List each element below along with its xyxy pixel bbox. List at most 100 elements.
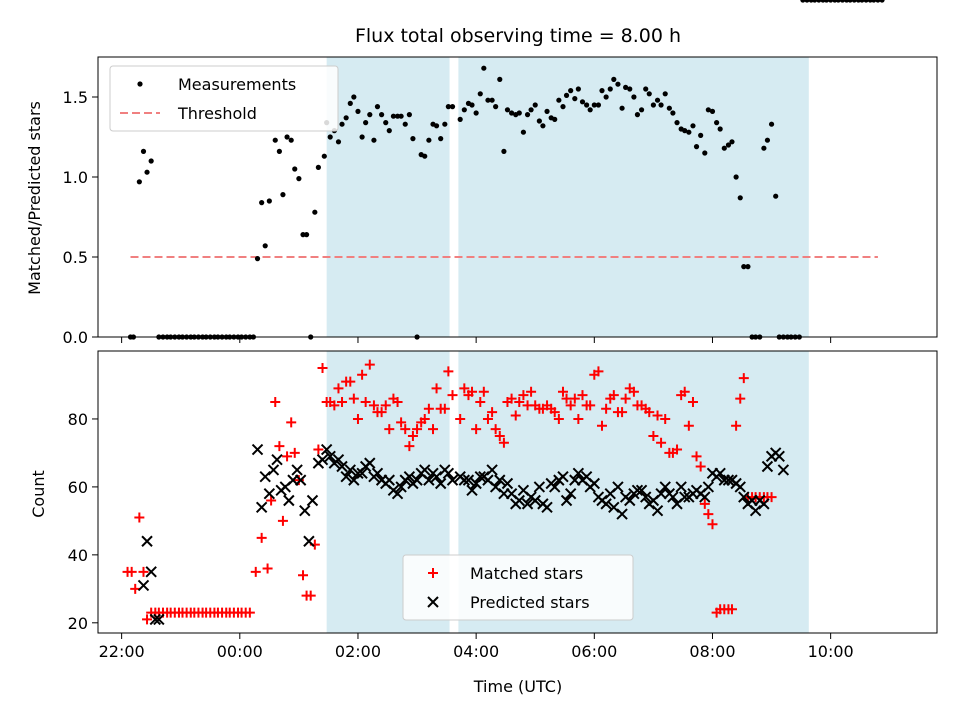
matched-star-point	[368, 400, 379, 411]
matched-star-point	[735, 393, 746, 404]
predicted-star-point	[391, 487, 404, 500]
matched-star-point	[573, 413, 584, 424]
matched-star-point	[266, 495, 277, 506]
matched-star-point	[549, 407, 560, 418]
predicted-star-point	[364, 457, 376, 469]
measurement-point	[457, 116, 463, 122]
measurement-point	[603, 94, 609, 100]
matched-star-point	[400, 424, 411, 435]
measurement-point	[709, 108, 716, 114]
measurement-point	[371, 137, 377, 143]
measurement-point	[871, 0, 877, 3]
measurement-point	[658, 102, 664, 108]
legend-matched-marker	[428, 568, 438, 578]
matched-star-point	[514, 396, 525, 407]
predicted-star-point	[773, 450, 785, 463]
predicted-star-point	[486, 464, 498, 476]
measurement-point	[402, 121, 408, 127]
measurement-point	[690, 123, 696, 129]
predicted-star-point	[529, 494, 541, 507]
measurement-point	[737, 195, 743, 201]
matched-star-point	[142, 614, 153, 625]
predicted-star-point	[667, 491, 679, 503]
measurement-point	[839, 0, 846, 3]
matched-star-point	[687, 396, 698, 407]
top-y-tick-label: 1.0	[63, 168, 88, 187]
measurement-point	[359, 134, 365, 140]
matched-star-point	[396, 417, 407, 428]
measurement-point	[623, 84, 629, 90]
measurement-point	[280, 192, 286, 198]
measurement-point	[764, 137, 771, 143]
matched-star-point	[679, 386, 690, 397]
matched-star-point	[475, 396, 486, 407]
predicted-star-point	[371, 467, 384, 480]
predicted-star-point	[624, 494, 636, 507]
measurement-point	[343, 115, 349, 121]
measurement-point	[321, 153, 327, 159]
predicted-star-point	[291, 464, 303, 476]
bottom-axes-frame	[97, 350, 938, 634]
top-y-axis-label: Matched/Predicted stars	[25, 101, 44, 295]
measurement-point	[367, 112, 373, 118]
matched-star-point	[628, 386, 639, 397]
predicted-star-point	[267, 464, 280, 476]
predicted-star-point	[145, 566, 157, 578]
matched-star-point	[428, 424, 439, 435]
x-tick-label: 06:00	[571, 642, 617, 661]
predicted-star-point	[442, 467, 455, 480]
predicted-star-point	[699, 491, 711, 503]
measurement-point	[144, 169, 150, 175]
measurement-point	[599, 88, 605, 94]
matched-star-point	[506, 393, 517, 404]
matched-star-point	[134, 512, 145, 523]
measurement-point	[485, 97, 491, 103]
measurement-point	[682, 128, 688, 134]
measurement-point	[296, 176, 302, 182]
matched-star-point	[726, 604, 737, 615]
predicted-star-point	[430, 471, 443, 483]
predicted-star-point	[271, 454, 283, 466]
predicted-star-point	[600, 498, 612, 510]
predicted-star-point	[758, 498, 770, 510]
top-shaded-interval-2	[458, 57, 809, 337]
predicted-star-point	[541, 501, 553, 513]
matched-star-point	[738, 373, 749, 384]
top-legend: Measurements Threshold	[109, 65, 339, 132]
measurement-point	[875, 0, 881, 3]
matched-star-point	[482, 413, 493, 424]
x-tick-label: 08:00	[689, 642, 735, 661]
measurement-point	[702, 150, 708, 156]
bottom-y-tick-label: 20	[68, 614, 88, 633]
matched-star-point	[404, 441, 415, 452]
predicted-star-point	[303, 535, 315, 547]
measurement-point	[386, 128, 392, 134]
measurement-point	[442, 121, 448, 127]
matched-star-point	[364, 359, 375, 370]
top-legend-box	[109, 65, 339, 132]
measurement-point	[638, 107, 645, 113]
measurement-point	[406, 112, 412, 118]
measurement-point	[879, 0, 885, 3]
measurement-point	[489, 97, 495, 103]
matched-star-point	[256, 532, 267, 543]
matched-star-point	[298, 570, 309, 581]
predicted-star-point	[137, 579, 150, 592]
bottom-y-axis-label: Count	[29, 470, 48, 518]
measurement-point	[643, 86, 649, 92]
predicted-star-point	[259, 471, 271, 483]
predicted-star-point	[332, 454, 345, 466]
matched-star-point	[130, 583, 141, 594]
matched-star-point	[352, 413, 363, 424]
matched-star-point	[126, 566, 137, 577]
measurement-point	[262, 243, 268, 249]
matched-star-point	[577, 390, 588, 401]
predicted-star-point	[588, 477, 601, 490]
x-tick-label: 10:00	[808, 642, 854, 661]
measurement-point	[674, 120, 680, 126]
legend-matched-label: Matched stars	[470, 564, 583, 583]
measurement-point	[575, 86, 581, 92]
measurement-point	[800, 0, 806, 3]
matched-star-point	[412, 424, 423, 435]
predicted-star-point	[631, 484, 644, 497]
